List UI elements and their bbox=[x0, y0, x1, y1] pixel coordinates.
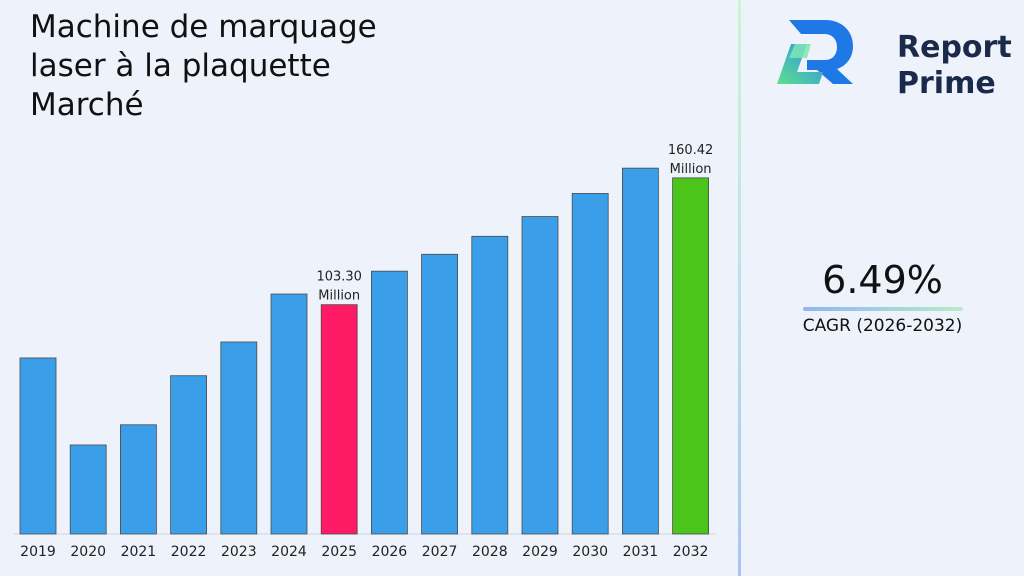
chart-title: Machine de marquage laser à la plaquette… bbox=[30, 9, 377, 123]
x-tick-label-2021: 2021 bbox=[121, 544, 157, 560]
x-tick-label-2029: 2029 bbox=[522, 544, 558, 560]
x-tick-label-2031: 2031 bbox=[623, 544, 659, 560]
bar-chart: 2019 2020 2021 2022 2023 2024 2025 2026 2027 2028… bbox=[14, 143, 716, 560]
brand-name: Report Prime bbox=[897, 30, 1012, 102]
data-label-2025-value: 103.30 bbox=[316, 270, 362, 285]
x-tick-label-2032: 2032 bbox=[673, 544, 709, 560]
bar-2032[interactable] bbox=[672, 177, 709, 535]
panel-divider bbox=[738, 0, 741, 576]
bar-2028[interactable] bbox=[471, 235, 509, 535]
x-tick-label-2030: 2030 bbox=[572, 544, 608, 560]
bar-2025[interactable] bbox=[320, 304, 358, 535]
brand-name-line2: Prime bbox=[897, 66, 996, 101]
data-label-2025-unit: Million bbox=[318, 289, 360, 304]
bar-2024[interactable] bbox=[270, 293, 308, 535]
report-prime-logo-icon bbox=[777, 20, 853, 84]
x-tick-label-2028: 2028 bbox=[472, 544, 508, 560]
x-tick-label-2027: 2027 bbox=[422, 544, 458, 560]
bar-2019[interactable] bbox=[19, 357, 57, 535]
x-tick-label-2020: 2020 bbox=[70, 544, 106, 560]
data-label-2032-unit: Million bbox=[670, 162, 712, 177]
bar-2030[interactable] bbox=[571, 193, 609, 535]
x-tick-label-2023: 2023 bbox=[221, 544, 257, 560]
bar-2022[interactable] bbox=[170, 375, 208, 535]
cagr-label: CAGR (2026-2032) bbox=[802, 316, 963, 336]
x-tick-label-2026: 2026 bbox=[372, 544, 408, 560]
brand-name-line1: Report bbox=[897, 30, 1012, 65]
bar-2021[interactable] bbox=[120, 424, 157, 535]
bar-2027[interactable] bbox=[421, 253, 459, 535]
x-tick-label-2019: 2019 bbox=[20, 544, 56, 560]
cagr-underline bbox=[803, 307, 963, 311]
x-tick-label-2022: 2022 bbox=[171, 544, 207, 560]
chart-panel: Machine de marquage laser à la plaquette… bbox=[14, 9, 716, 560]
cagr-value: 6.49% bbox=[822, 258, 943, 302]
bar-2023[interactable] bbox=[220, 341, 258, 535]
brand-logo[interactable]: Report Prime bbox=[767, 14, 1012, 101]
bar-2020[interactable] bbox=[69, 444, 107, 535]
x-tick-label-2025: 2025 bbox=[321, 544, 357, 560]
side-panel: Report Prime 6.49% CAGR (2026-2032) bbox=[741, 0, 1024, 576]
bar-2029[interactable] bbox=[521, 216, 559, 535]
bar-2031[interactable] bbox=[622, 167, 659, 535]
data-label-2032-value: 160.42 bbox=[668, 143, 714, 158]
bar-2026[interactable] bbox=[370, 270, 408, 535]
x-tick-label-2024: 2024 bbox=[271, 544, 307, 560]
